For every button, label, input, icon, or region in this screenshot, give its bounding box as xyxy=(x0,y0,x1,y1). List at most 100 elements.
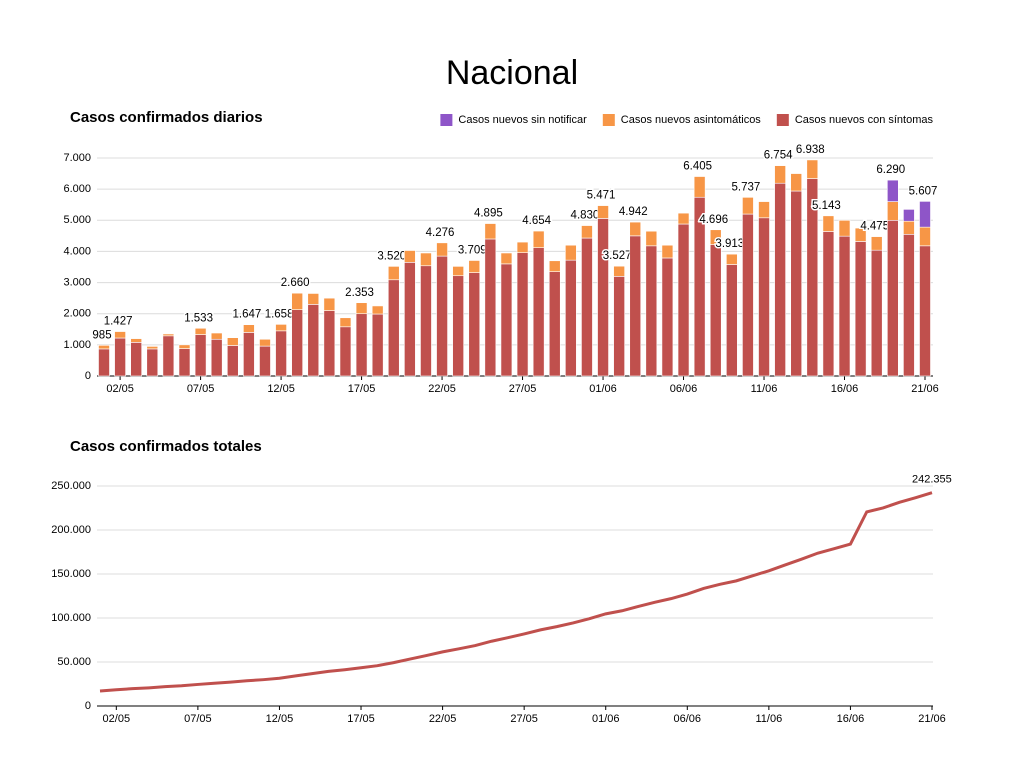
bar-segment xyxy=(178,344,191,349)
bar-segment xyxy=(371,305,384,315)
bar-segment xyxy=(162,335,175,377)
bar-segment xyxy=(709,229,722,245)
y-tick-label: 1.000 xyxy=(63,339,91,351)
x-tick-label: 01/06 xyxy=(589,383,617,395)
bar-segment xyxy=(339,326,352,377)
bar-segment xyxy=(903,220,915,235)
bar-segment xyxy=(790,173,803,192)
bar-segment xyxy=(259,345,271,377)
total-label: 4.830 xyxy=(571,210,600,222)
total-label: 2.353 xyxy=(345,287,374,299)
total-label: 985 xyxy=(92,329,111,341)
y-tick-label: 150.000 xyxy=(51,568,91,580)
legend-swatch xyxy=(602,114,615,126)
bar-segment xyxy=(581,237,593,377)
bar-segment xyxy=(323,297,336,311)
y-tick-label: 250.000 xyxy=(51,480,91,492)
y-tick-label: 100.000 xyxy=(51,612,91,624)
x-tick-label: 07/05 xyxy=(187,383,215,395)
total-label: 6.754 xyxy=(764,150,793,162)
bar-segment xyxy=(404,250,416,263)
bar-segment xyxy=(98,348,110,377)
bar-segment xyxy=(597,205,609,219)
bar-segment xyxy=(420,265,432,377)
bar-segment xyxy=(436,255,448,377)
bar-segment xyxy=(887,219,899,377)
bar-segment xyxy=(774,165,786,184)
bar-segment xyxy=(758,217,770,377)
bar-segment xyxy=(613,265,625,277)
x-tick-label: 27/05 xyxy=(510,713,538,725)
bar-segment xyxy=(484,238,497,377)
bar-segment xyxy=(484,223,497,240)
x-tick-label: 02/05 xyxy=(103,713,131,725)
y-tick-label: 3.000 xyxy=(63,276,91,288)
bar-segment xyxy=(194,334,207,377)
legend-swatch xyxy=(440,114,453,126)
bar-segment xyxy=(275,330,287,377)
legend-label: Casos nuevos con síntomas xyxy=(795,114,934,126)
bar-segment xyxy=(903,234,915,377)
x-tick-label: 21/06 xyxy=(918,713,946,725)
total-label: 6.938 xyxy=(796,144,825,156)
bar-segment xyxy=(516,241,529,253)
bar-segment xyxy=(870,249,883,377)
chart-title: Casos confirmados diarios xyxy=(70,109,263,126)
x-tick-label: 06/06 xyxy=(670,383,698,395)
bar-segment xyxy=(919,226,931,247)
bar-segment xyxy=(468,272,481,377)
x-tick-label: 21/06 xyxy=(911,383,939,395)
total-label: 5.737 xyxy=(732,181,761,193)
bar-segment xyxy=(661,244,674,259)
y-tick-label: 0 xyxy=(85,700,91,712)
y-tick-label: 5.000 xyxy=(63,214,91,226)
x-tick-label: 02/05 xyxy=(106,383,134,395)
bar-segment xyxy=(323,310,336,377)
total-label: 3.913 xyxy=(715,238,744,250)
total-label: 1.533 xyxy=(184,312,213,324)
total-label: 5.143 xyxy=(812,200,841,212)
x-tick-label: 17/05 xyxy=(348,383,376,395)
bar-segment xyxy=(130,342,142,377)
bar-segment xyxy=(114,337,126,377)
bar-segment xyxy=(371,313,384,377)
bar-segment xyxy=(822,215,835,232)
total-label: 3.527 xyxy=(603,250,632,262)
x-tick-label: 01/06 xyxy=(592,713,620,725)
x-tick-label: 16/06 xyxy=(831,383,859,395)
y-tick-label: 50.000 xyxy=(57,656,91,668)
x-tick-label: 07/05 xyxy=(184,713,212,725)
y-tick-label: 7.000 xyxy=(63,152,91,164)
total-label: 5.471 xyxy=(587,190,616,202)
bar-segment xyxy=(790,190,803,377)
bar-segment xyxy=(919,201,931,228)
bar-segment xyxy=(854,227,867,242)
bar-segment xyxy=(919,245,931,377)
bar-segment xyxy=(468,260,481,273)
bar-segment xyxy=(709,244,722,377)
total-label: 6.290 xyxy=(876,164,905,176)
bar-segment xyxy=(887,201,899,221)
bar-segment xyxy=(500,263,513,377)
bar-segment xyxy=(275,324,287,332)
bar-segment xyxy=(98,345,110,350)
bar-segment xyxy=(629,235,642,377)
bar-segment xyxy=(887,179,899,202)
total-label: 6.405 xyxy=(683,161,712,173)
y-tick-label: 4.000 xyxy=(63,245,91,257)
bar-segment xyxy=(178,348,191,377)
x-tick-label: 11/06 xyxy=(751,383,778,395)
legend-swatch xyxy=(776,114,789,126)
total-label: 4.942 xyxy=(619,206,648,218)
bar-segment xyxy=(404,262,416,377)
bar-segment xyxy=(645,230,658,247)
bar-segment xyxy=(516,252,529,377)
bar-segment xyxy=(387,266,400,281)
bar-segment xyxy=(565,259,577,377)
total-label: 3.520 xyxy=(377,250,406,262)
total-label: 4.696 xyxy=(699,214,728,226)
x-tick-label: 16/06 xyxy=(837,713,865,725)
bar-segment xyxy=(645,245,658,377)
bar-segment xyxy=(548,271,561,377)
